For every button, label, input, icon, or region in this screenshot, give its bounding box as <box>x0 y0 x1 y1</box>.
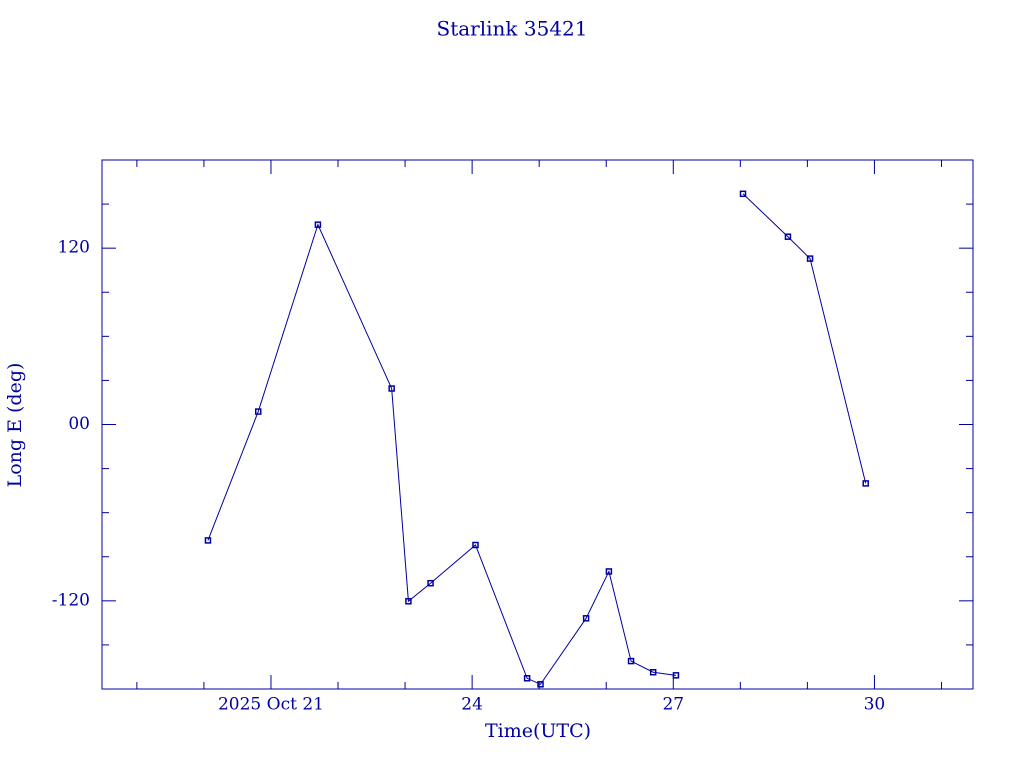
y-tick-label: -120 <box>52 590 90 610</box>
data-point <box>672 672 680 679</box>
data-point <box>523 675 531 682</box>
y-tick-label: 00 <box>68 414 90 434</box>
x-tick-label: 27 <box>662 695 684 715</box>
data-point <box>537 681 544 688</box>
data-line <box>207 193 867 685</box>
data-point <box>739 190 747 198</box>
data-point <box>472 541 479 549</box>
data-point <box>427 579 434 587</box>
data-point <box>314 221 322 228</box>
data-point <box>582 615 590 622</box>
data-point <box>806 255 814 262</box>
x-tick-label: 2025 Oct 21 <box>218 695 324 715</box>
x-tick-label: 30 <box>864 695 886 715</box>
data-point <box>784 233 792 240</box>
data-point <box>862 480 869 487</box>
x-tick-label: 24 <box>461 695 483 715</box>
data-point <box>204 537 212 544</box>
plot-frame <box>101 159 974 690</box>
data-point <box>254 408 262 415</box>
y-tick-label: 120 <box>58 238 90 258</box>
data-point <box>388 385 395 392</box>
data-point <box>405 598 412 605</box>
data-point <box>605 568 613 575</box>
y-axis-label: Long E (deg) <box>4 363 26 488</box>
chart-title: Starlink 35421 <box>437 17 588 41</box>
data-point <box>649 668 657 676</box>
x-axis-label: Time(UTC) <box>485 720 591 742</box>
data-point <box>627 657 635 665</box>
